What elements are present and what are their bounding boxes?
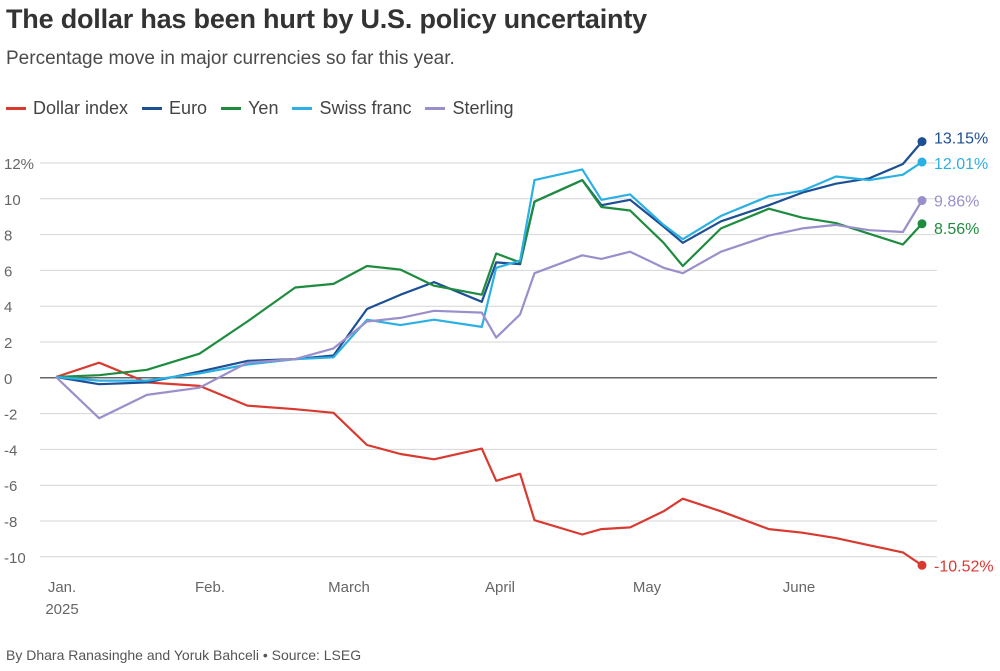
legend: Dollar index Euro Yen Swiss franc Sterling [6, 98, 514, 119]
legend-item: Dollar index [6, 98, 128, 119]
legend-swatch [221, 107, 242, 110]
legend-label: Sterling [452, 98, 514, 118]
series-end-label: 8.56% [934, 221, 979, 238]
series-end-dot [917, 219, 927, 229]
x-tick-label: April [485, 579, 515, 596]
x-tick-label: Jan. [48, 579, 76, 596]
footer-credit: By Dhara Ranasinghe and Yoruk Bahceli • … [6, 647, 362, 663]
y-tick-label: 2 [4, 335, 12, 352]
y-tick-label: -2 [4, 407, 17, 424]
series-end-dot [917, 157, 927, 167]
series-line [55, 361, 923, 567]
y-tick-label: 4 [4, 299, 12, 316]
series-line [55, 140, 923, 386]
y-tick-label: 10 [4, 192, 21, 209]
line-chart: 12% 10 8 6 4 2 0 -2 -4 -6 -8 -10 Jan. Feb. March April M… [4, 131, 994, 618]
y-tick-label: 0 [4, 371, 12, 388]
series-end-label: -10.52% [934, 558, 994, 575]
series-end-label: 13.15% [934, 131, 988, 148]
series-line [55, 179, 923, 379]
x-tick-label: June [783, 579, 816, 596]
legend-item: Sterling [425, 98, 514, 119]
y-tick-label: -4 [4, 442, 17, 459]
y-tick-label: 8 [4, 228, 12, 245]
legend-label: Yen [248, 98, 279, 118]
x-tick-label: Feb. [195, 579, 225, 596]
y-tick-label: 12% [4, 156, 34, 173]
x-tick-label: March [328, 579, 370, 596]
legend-swatch [292, 107, 313, 110]
legend-label: Swiss franc [319, 98, 412, 118]
y-tick-label: -6 [4, 478, 17, 495]
legend-label: Euro [169, 98, 208, 118]
x-year-label: 2025 [45, 601, 78, 618]
legend-swatch [6, 107, 26, 110]
legend-item: Yen [221, 98, 278, 119]
x-tick-label: May [633, 579, 662, 596]
legend-label: Dollar index [33, 98, 129, 118]
series-end-dot [917, 560, 927, 570]
series-end-label: 12.01% [934, 156, 988, 173]
y-tick-label: -8 [4, 514, 17, 531]
chart-title: The dollar has been hurt by U.S. policy … [6, 4, 647, 34]
legend-item: Euro [142, 98, 207, 119]
series-line [55, 161, 923, 382]
series-end-dot [917, 137, 927, 147]
series-end-dot [917, 196, 927, 206]
chart-subtitle: Percentage move in major currencies so f… [6, 48, 455, 69]
y-tick-label: -10 [4, 550, 26, 567]
y-tick-label: 6 [4, 263, 12, 280]
legend-swatch [142, 107, 163, 110]
series-line [55, 199, 923, 420]
legend-item: Swiss franc [292, 98, 411, 119]
series-end-label: 9.86% [934, 194, 979, 211]
legend-swatch [425, 107, 446, 110]
